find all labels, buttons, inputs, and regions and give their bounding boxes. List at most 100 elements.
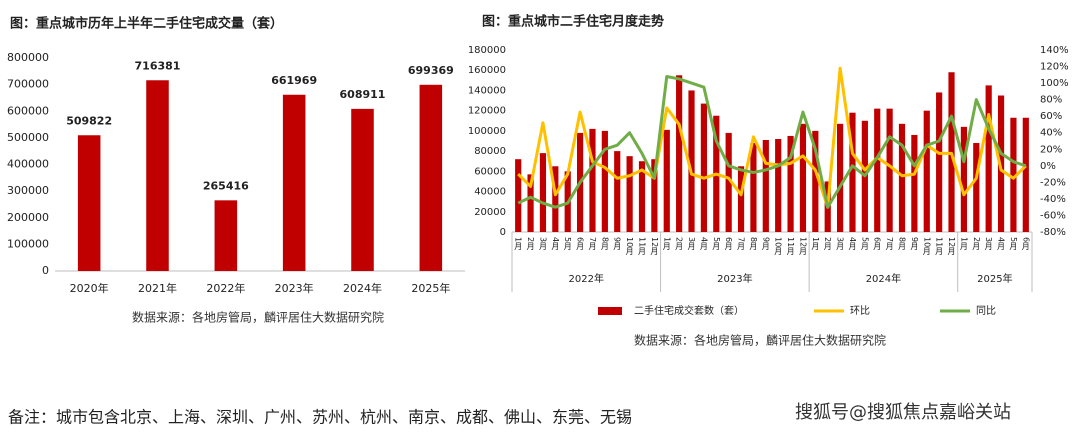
data-label: 509822: [66, 114, 112, 127]
x-tick-label: 1月: [662, 237, 671, 251]
y-tick-label: 0: [500, 227, 506, 238]
y-tick-label: 800000: [7, 51, 49, 64]
source: 数据来源：各地房管局，麟评居住大数据研究院: [634, 333, 886, 348]
y-tick-label: 160000: [468, 65, 506, 76]
bar: [676, 75, 683, 233]
y-tick-label: 200000: [7, 211, 49, 224]
x-tick-label: 3月: [836, 237, 845, 251]
x-tick-label: 3月: [538, 237, 547, 251]
bar: [923, 110, 930, 232]
bar: [898, 123, 906, 232]
bar: [1022, 117, 1029, 232]
x-tick-label: 3月: [687, 237, 696, 251]
y-tick-label: 300000: [7, 184, 49, 197]
x-tick-label: 12月: [798, 237, 807, 256]
x-tick-label: 5月: [712, 237, 721, 251]
bar: [799, 123, 807, 232]
x-tick-label: 2023年: [275, 281, 314, 295]
data-label: 661969: [271, 74, 317, 87]
y-tick-label: 100000: [7, 237, 49, 250]
x-tick-label: 5月: [1009, 237, 1018, 251]
x-tick-label: 2022年: [206, 281, 245, 295]
bar: [737, 166, 745, 232]
x-tick-label: 2月: [526, 237, 535, 251]
bar: [614, 151, 621, 232]
bar: [419, 84, 443, 272]
legend-label: 同比: [976, 305, 996, 317]
bar: [1010, 117, 1017, 232]
y-tick-label: 600000: [7, 104, 49, 117]
bar: [874, 108, 881, 232]
y2-tick-label: 40%: [1040, 128, 1062, 139]
x-tick-label: 2020年: [70, 281, 109, 295]
bar: [775, 138, 782, 232]
x-tick-label: 6月: [724, 237, 733, 251]
y-tick-label: 100000: [468, 126, 506, 137]
y-tick-label: 120000: [468, 106, 506, 117]
bar: [351, 108, 374, 272]
y2-tick-label: 20%: [1040, 144, 1062, 155]
year-label: 2024年: [866, 272, 901, 285]
bar: [960, 126, 967, 232]
year-label: 2023年: [717, 272, 752, 285]
x-tick-label: 2021年: [138, 281, 177, 295]
x-tick-label: 2月: [823, 237, 832, 251]
source: 数据来源：各地房管局，麟评居住大数据研究院: [132, 310, 384, 325]
x-tick-label: 12月: [947, 237, 956, 256]
y-tick-label: 140000: [468, 85, 506, 96]
bar: [146, 80, 169, 272]
y2-tick-label: 60%: [1040, 111, 1062, 122]
bar: [911, 134, 918, 232]
y-tick-label: 60000: [474, 166, 506, 177]
x-tick-label: 10月: [774, 237, 783, 256]
bar: [787, 135, 794, 232]
x-tick-label: 2月: [972, 237, 981, 251]
x-tick-label: 9月: [910, 237, 919, 251]
y-tick-label: 500000: [7, 131, 49, 144]
x-tick-label: 8月: [600, 237, 609, 251]
x-tick-label: 2025年: [411, 281, 450, 295]
y2-tick-label: -40%: [1040, 194, 1066, 205]
x-tick-label: 4月: [848, 237, 857, 251]
y2-tick-label: 0%: [1040, 161, 1056, 172]
bar: [688, 90, 695, 232]
bar: [663, 129, 670, 232]
bar: [886, 108, 893, 232]
x-tick-label: 1月: [811, 237, 820, 251]
line: [517, 66, 1027, 209]
x-tick-label: 4月: [551, 237, 560, 251]
bar: [539, 153, 547, 232]
y-tick-label: 180000: [468, 45, 506, 56]
y-tick-label: 20000: [474, 207, 506, 218]
x-tick-label: 10月: [922, 237, 931, 256]
x-tick-label: 5月: [563, 237, 572, 251]
y2-tick-label: -80%: [1040, 227, 1066, 238]
bar: [589, 128, 596, 232]
y2-tick-label: 120%: [1040, 62, 1069, 73]
x-tick-label: 12月: [650, 237, 659, 256]
x-tick-label: 9月: [613, 237, 622, 251]
data-label: 716381: [135, 59, 181, 72]
bar: [638, 161, 646, 232]
y-tick-label: 80000: [474, 146, 506, 157]
x-tick-label: 1月: [959, 237, 968, 251]
y-tick-label: 0: [42, 264, 49, 277]
bar: [985, 85, 992, 232]
y2-tick-label: -20%: [1040, 177, 1066, 188]
bar: [762, 139, 769, 232]
x-tick-label: 11月: [786, 237, 795, 256]
bar: [601, 130, 608, 232]
bar: [700, 103, 707, 232]
y2-tick-label: -60%: [1040, 210, 1066, 221]
x-tick-label: 4月: [997, 237, 1006, 251]
data-label: 265416: [203, 179, 249, 192]
bar: [812, 130, 819, 232]
x-tick-label: 7月: [885, 237, 894, 251]
y-tick-label: 700000: [7, 78, 49, 91]
y-tick-label: 40000: [474, 187, 506, 198]
note: 备注：城市包含北京、上海、深圳、广州、苏州、杭州、南京、成都、佛山、东莞、无锡: [8, 408, 632, 427]
x-tick-label: 7月: [737, 237, 746, 251]
x-tick-label: 11月: [935, 237, 944, 256]
x-tick-label: 2024年: [343, 281, 382, 295]
